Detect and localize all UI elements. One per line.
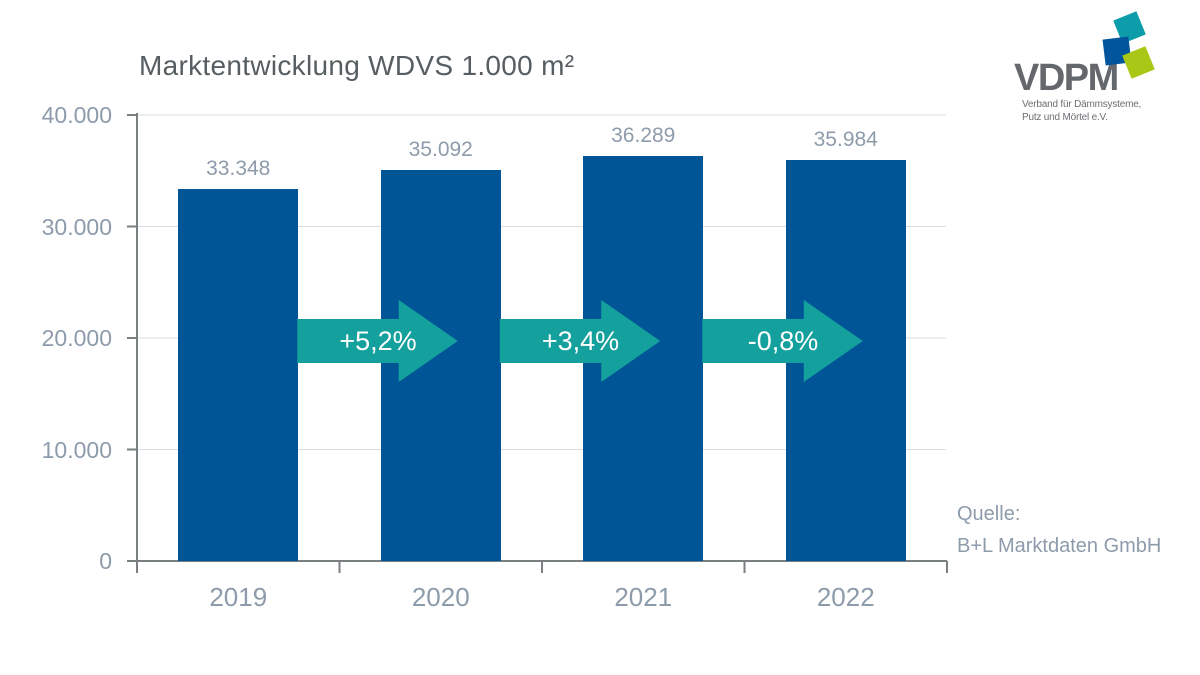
change-arrow-icon [702,300,863,382]
change-arrow-icon [499,300,661,382]
y-axis-label: 30.000 [41,213,112,240]
y-axis-label: 20.000 [41,325,112,351]
logo-subtitle-line1: Verband für Dämmsysteme, [1022,99,1142,110]
change-arrow-icon [297,300,458,382]
logo-wordmark: VDPM [1014,57,1119,99]
y-axis-label: 0 [99,548,112,574]
x-axis-label: 2020 [411,582,470,612]
chart-title: Marktentwicklung WDVS 1.000 m² [139,50,575,81]
bar-2019 [178,189,299,561]
bar-value-label: 33.348 [206,157,271,181]
bar-value-label: 36.289 [611,124,676,148]
change-arrow-label: +3,4% [541,326,620,356]
source-name: B+L Marktdaten GmbH [957,535,1162,557]
change-arrow-label: +5,2% [339,326,417,356]
x-axis-label: 2019 [209,582,268,612]
bar-value-label: 35.092 [408,137,473,161]
y-axis-label: 40.000 [41,102,112,128]
change-arrow-label: -0,8% [747,326,819,356]
x-axis-label: 2021 [614,582,673,612]
y-axis-label: 10.000 [41,436,112,463]
source-label: Quelle: [957,503,1021,525]
logo-subtitle-line2: Putz und Mörtel e.V. [1022,112,1108,123]
x-axis-label: 2022 [816,582,875,612]
bar-value-label: 35.984 [813,127,878,151]
